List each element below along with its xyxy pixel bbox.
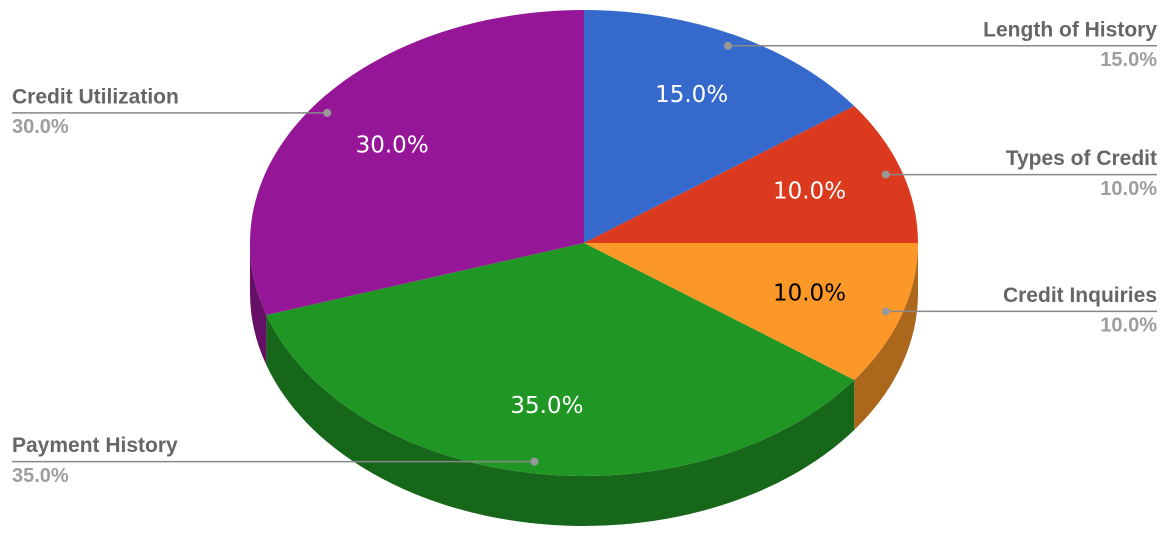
legend-label: Credit Utilization [12, 85, 179, 108]
leader-dot [530, 457, 539, 466]
legend-label: Length of History [983, 18, 1157, 41]
leader-dot [881, 307, 890, 316]
slice-label: 15.0% [655, 82, 728, 108]
legend-label: Types of Credit [1006, 147, 1157, 170]
legend-value: 10.0% [1100, 315, 1157, 337]
slice-side [266, 315, 855, 527]
slice-side [854, 243, 919, 430]
legend-label: Payment History [12, 434, 178, 457]
slice-side [250, 243, 267, 366]
leader-dot [323, 108, 332, 117]
legend-value: 35.0% [12, 465, 69, 487]
slice [584, 10, 855, 243]
slice [266, 243, 855, 477]
leader-dot [724, 41, 733, 50]
legend-value: 15.0% [1100, 49, 1157, 71]
slice [584, 106, 919, 243]
leader-dot [881, 170, 890, 179]
legend-label: Credit Inquiries [1003, 284, 1157, 307]
legend-value: 10.0% [1100, 178, 1157, 200]
slice-label: 10.0% [773, 281, 846, 307]
slice-label: 30.0% [356, 132, 429, 158]
slice [584, 243, 918, 380]
slice-label: 10.0% [773, 178, 846, 204]
legend-value: 30.0% [12, 116, 69, 138]
slice-label: 35.0% [510, 393, 583, 419]
slice [250, 10, 584, 316]
